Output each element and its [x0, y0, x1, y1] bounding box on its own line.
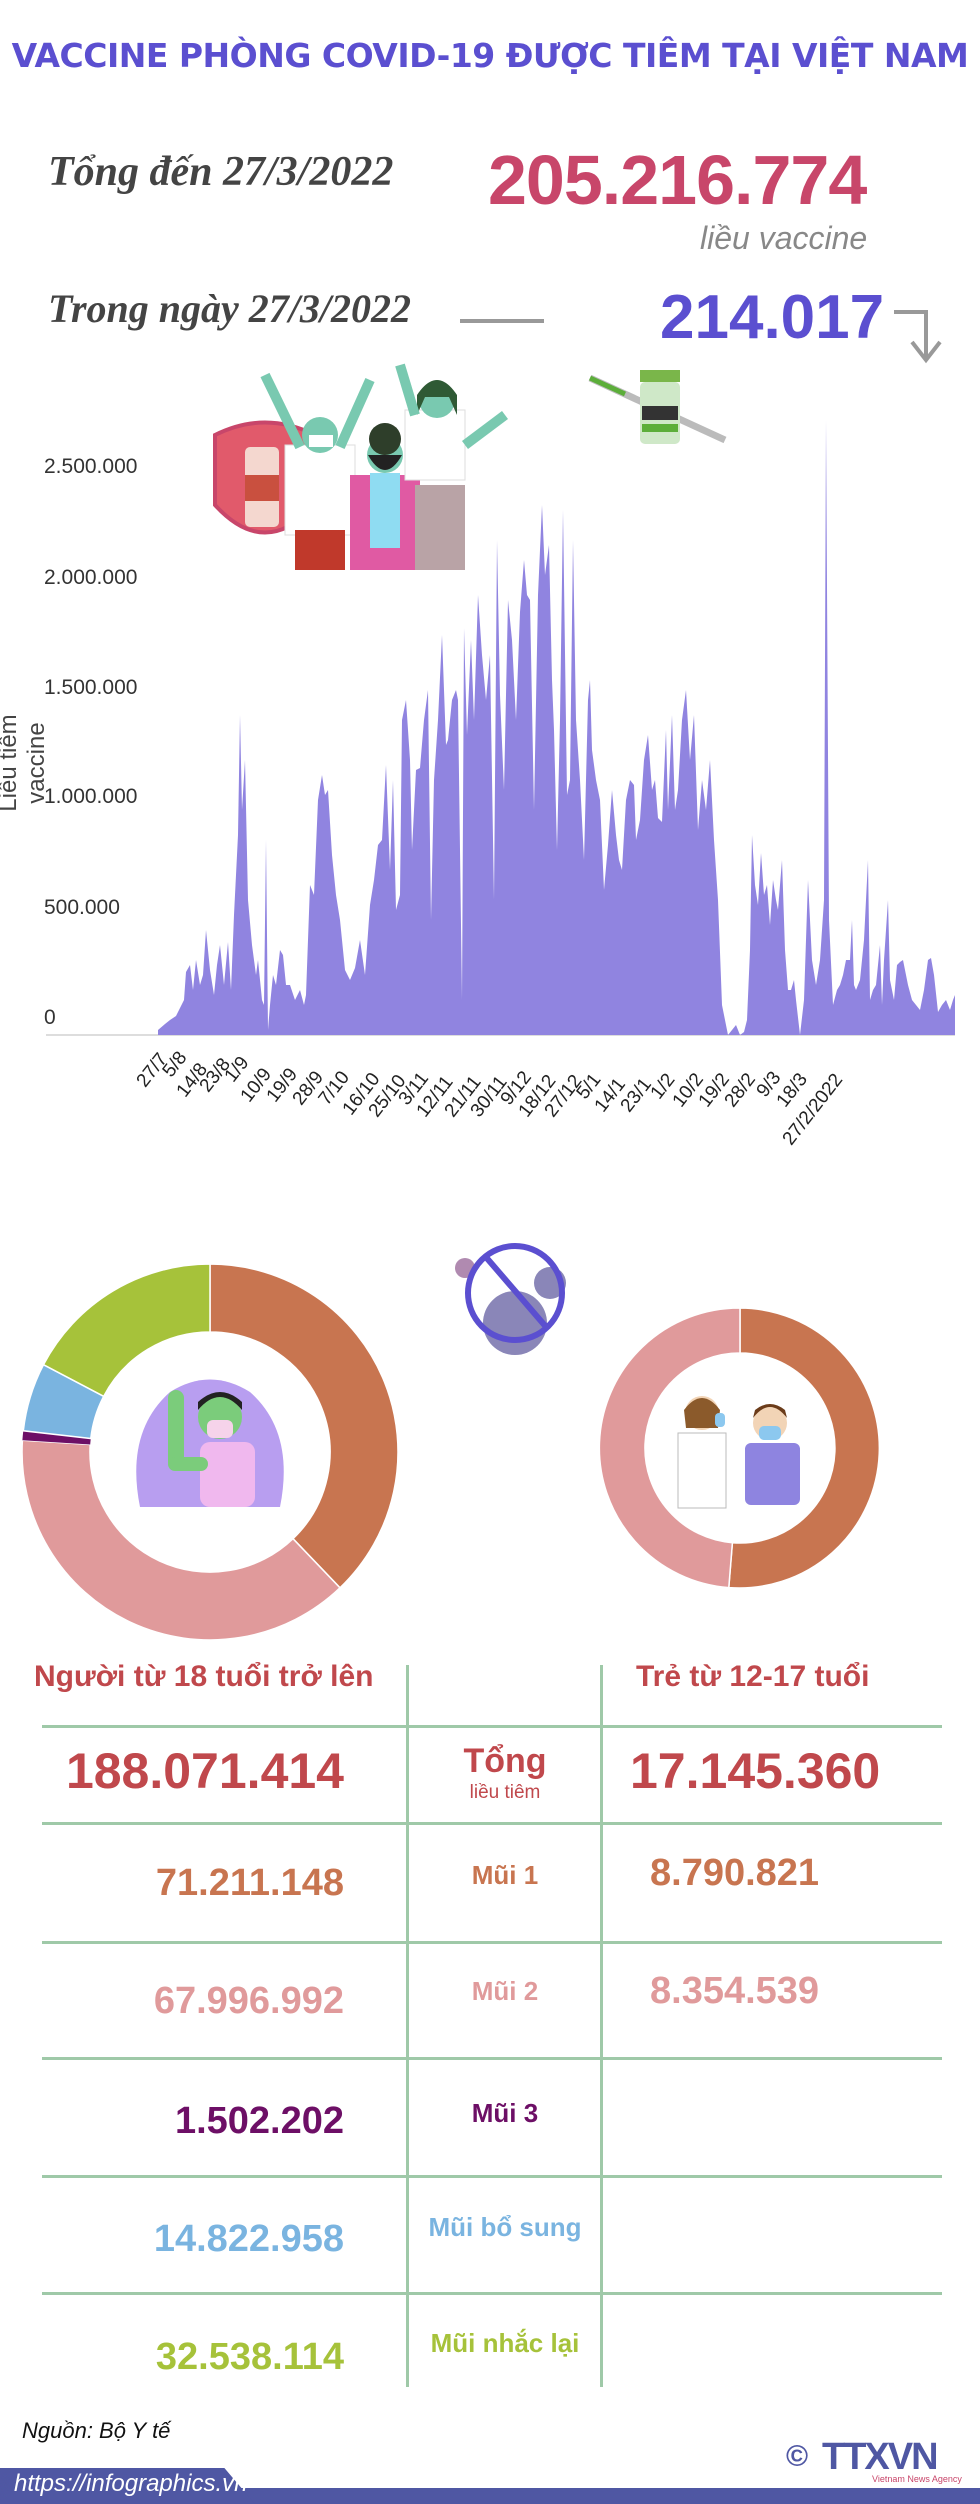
adult-total-value: 188.071.414: [65, 1743, 344, 1799]
vaccine-vial-syringe-illustration: [588, 370, 727, 444]
table-divider: [600, 1665, 603, 2387]
row-label-mui2: Mũi 2: [471, 1976, 539, 2006]
adult-mui1-value: 71.211.148: [155, 1862, 344, 1904]
table-divider: [42, 2175, 942, 2178]
y-tick-2500000: 2.500.000: [44, 455, 138, 478]
donut-segment-mui2: [21, 1439, 342, 1641]
table-divider: [42, 1725, 942, 1728]
total-value: 205.216.774: [488, 141, 867, 219]
website-link[interactable]: https://infographics.vn: [14, 2470, 248, 2497]
y-tick-1500000: 1.500.000: [44, 676, 138, 699]
day-value: 214.017: [660, 283, 885, 352]
daily-doses-area-chart: [46, 420, 955, 1036]
donut-segment-mui1: [727, 1307, 881, 1589]
logo-text: TTXVN: [822, 2436, 939, 2478]
ttxvn-logo: © TTXVN Vietnam News Agency: [786, 2436, 962, 2484]
y-tick-0: 0: [44, 1006, 56, 1029]
child-total-value: 17.145.360: [630, 1743, 881, 1799]
y-tick-1000000: 1.000.000: [44, 785, 138, 808]
people-celebrating-illustration: [213, 363, 508, 570]
child-mui1-value: 8.790.821: [650, 1852, 820, 1894]
adult-nhac-lai-value: 32.538.114: [155, 2336, 344, 2378]
row-label-nhac-lai: Mũi nhắc lại: [430, 2328, 580, 2358]
donut-segment-mui2: [598, 1307, 741, 1589]
row-sublabel-tong: liều tiêm: [469, 1782, 541, 1803]
no-virus-icon: [455, 1243, 566, 1355]
row-label-bo-sung: Mũi bổ sung: [428, 2212, 582, 2242]
row-label-mui1: Mũi 1: [471, 1860, 539, 1890]
y-tick-2000000: 2.000.000: [44, 566, 138, 589]
nurse-vaccinating-child-illustration: [677, 1396, 800, 1509]
source-note: Nguồn: Bộ Y tế: [22, 2418, 171, 2443]
y-tick-500000: 500.000: [44, 896, 120, 919]
donut-segment-mui1: [209, 1263, 399, 1589]
day-label: Trong ngày 27/3/2022: [48, 286, 411, 331]
row-label-tong: Tổng: [463, 1742, 547, 1780]
adult-bo-sung-value: 14.822.958: [153, 2218, 344, 2260]
footer-tab: [0, 2468, 255, 2504]
donut-segment-nhac-lai: [42, 1263, 211, 1398]
total-label: Tổng đến 27/3/2022: [48, 149, 394, 195]
row-label-mui3: Mũi 3: [471, 2098, 539, 2128]
total-unit: liều vaccine: [700, 220, 868, 256]
child-doses-donut-chart: [598, 1307, 881, 1589]
table-divider: [42, 1941, 942, 1944]
table-divider: [42, 2057, 942, 2060]
adult-doses-donut-chart: [21, 1263, 399, 1641]
table-divider: [42, 2292, 942, 2295]
arrow-down-icon: [894, 310, 942, 364]
page-title: VACCINE PHÒNG COVID-19 ĐƯỢC TIÊM TẠI VIỆ…: [11, 36, 969, 75]
connector-line: [460, 319, 544, 323]
logo-subtext: Vietnam News Agency: [872, 2474, 962, 2484]
adult-mui2-value: 67.996.992: [153, 1980, 344, 2022]
donut-segment-mui3: [22, 1430, 91, 1445]
table-header-child: Trẻ từ 12-17 tuổi: [636, 1660, 870, 1693]
copyright-icon: ©: [786, 2440, 809, 2473]
child-mui2-value: 8.354.539: [650, 1970, 820, 2012]
table-divider: [42, 1822, 942, 1825]
table-divider: [406, 1665, 409, 2387]
adult-mui3-value: 1.502.202: [174, 2100, 344, 2142]
table-header-adult: Người từ 18 tuổi trở lên: [34, 1660, 374, 1693]
daily-doses-area: [158, 420, 955, 1035]
